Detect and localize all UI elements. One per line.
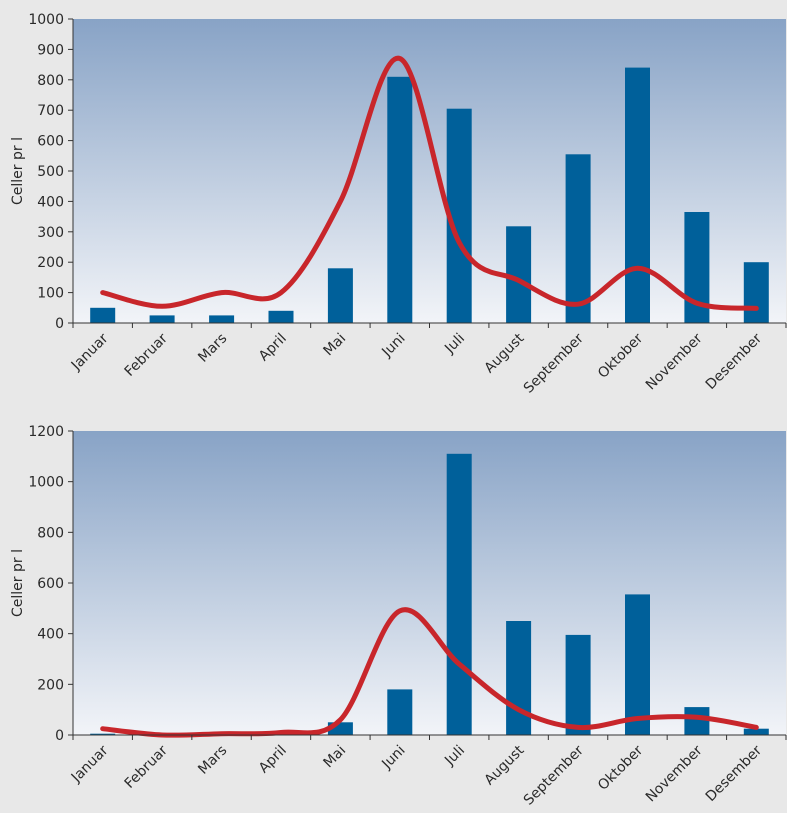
y-tick-label: 1200 [28,424,64,440]
bar-april [268,310,294,323]
bar-oktober [625,67,650,323]
y-tick-label: 0 [55,316,64,332]
x-tick-label: Juli [441,331,468,358]
bar-august [506,621,532,735]
x-tick-label: Mars [195,331,230,366]
y-tick-label: 200 [37,677,64,693]
y-tick-label: 200 [37,255,64,271]
x-tick-label: Februar [122,742,171,791]
x-tick-label: Juni [378,743,408,773]
x-tick-label: Desember [703,330,766,393]
bar-september [565,154,591,323]
y-tick-label: 600 [37,576,64,592]
y-tick-label: 300 [37,225,64,241]
x-tick-label: November [643,330,706,393]
x-tick-label: Juli [441,743,468,770]
y-tick-label: 900 [37,42,64,58]
trend-line [100,607,759,738]
y-tick-label: 800 [37,73,64,89]
y-tick-label: 400 [37,194,64,210]
bar-oktober [625,594,650,735]
y-tick-label: 600 [37,134,64,150]
x-tick-label: April [256,743,290,777]
bar-september [565,634,591,735]
bar-juni [387,76,413,323]
x-tick-label: Januar [68,330,112,374]
bar-desember [743,728,769,735]
x-tick-label: August [481,330,527,376]
bar-juni [387,689,413,735]
trend-line [100,55,759,311]
bar-november [684,707,710,735]
bar-mai [327,268,353,323]
x-tick-label: Oktober [595,742,646,793]
x-tick-label: April [256,331,290,365]
x-tick-label: November [643,742,706,805]
x-tick-label: Januar [68,742,112,786]
y-axis-title: Celler pr l [10,137,26,205]
x-tick-label: Februar [122,330,171,379]
x-tick-label: Desember [703,742,766,805]
x-tick-label: August [481,742,527,788]
y-tick-label: 1000 [28,12,64,28]
chart-top: 0 100 200 300 400 500 600 700 800 900 1000 Januar Fe… [10,12,787,397]
bar-desember [743,262,769,323]
bar-juli [446,453,472,735]
y-tick-label: 400 [37,627,64,643]
plot-area [73,431,786,735]
y-axis-title: Celler pr l [10,549,26,617]
y-tick-label: 100 [37,286,64,302]
x-tick-label: Mai [321,331,350,360]
x-tick-label: September [521,330,587,396]
plot-area [73,19,786,323]
x-tick-label: Mai [321,743,350,772]
x-tick-label: Juni [378,331,408,361]
x-tick-label: Mars [195,743,230,778]
bar-mars [209,315,235,323]
y-tick-label: 800 [37,525,64,541]
x-tick-label: September [521,742,587,808]
bar-februar [149,315,175,323]
bar-januar [90,733,116,735]
bar-januar [90,307,116,323]
x-tick-label: Oktober [595,330,646,381]
y-tick-label: 500 [37,164,64,180]
y-tick-label: 700 [37,103,64,119]
y-tick-label: 1000 [28,475,64,491]
y-tick-label: 0 [55,728,64,744]
chart-bottom: 0 200 400 600 800 1000 1200 Januar Februar Mars Ap… [10,424,787,809]
